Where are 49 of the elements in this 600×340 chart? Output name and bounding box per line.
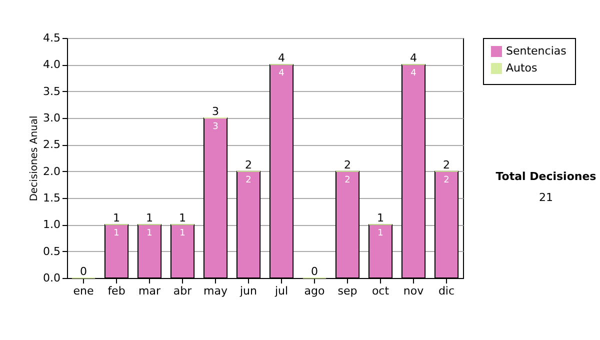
y-axis-title: Decisiones Anual bbox=[29, 116, 40, 202]
total-label: 2 bbox=[344, 158, 351, 172]
y-tick-label: 3.0 bbox=[43, 112, 60, 124]
total-label: 3 bbox=[212, 105, 219, 118]
data-label: 1 bbox=[378, 228, 384, 239]
y-tick-label: 0.0 bbox=[43, 272, 60, 284]
x-tick-label: may bbox=[204, 284, 228, 298]
data-label: 4 bbox=[278, 68, 285, 79]
legend-label: Sentencias bbox=[506, 44, 567, 58]
y-tick-label: 2.0 bbox=[43, 164, 60, 178]
x-tick-label: dic bbox=[438, 284, 455, 298]
data-label: 1 bbox=[180, 228, 186, 239]
x-tick-label: feb bbox=[108, 284, 126, 298]
x-tick-label: ago bbox=[304, 284, 325, 298]
data-label: 4 bbox=[410, 68, 417, 79]
y-tick-label: 0.5 bbox=[43, 244, 60, 258]
total-label: 1 bbox=[377, 212, 384, 225]
data-label: 3 bbox=[212, 122, 218, 132]
y-tick-label: 1.0 bbox=[43, 218, 60, 232]
y-tick-label: 1.5 bbox=[43, 192, 60, 204]
x-tick-label: jul bbox=[274, 284, 288, 298]
text: Total Decisiones bbox=[494, 170, 598, 183]
x-tick-label: oct bbox=[372, 284, 390, 298]
total-label: 1 bbox=[179, 212, 186, 225]
data-label: 1 bbox=[146, 228, 152, 239]
legend-label: Autos bbox=[506, 62, 538, 74]
total-label: 1 bbox=[113, 212, 120, 225]
text: 21 bbox=[538, 191, 554, 204]
total-label: 0 bbox=[311, 265, 318, 278]
total-label: 2 bbox=[245, 158, 252, 172]
y-tick-label: 4.0 bbox=[43, 58, 60, 72]
total-label: 0 bbox=[80, 265, 87, 278]
data-label: 2 bbox=[444, 175, 450, 186]
total-label: 4 bbox=[278, 52, 285, 65]
x-tick-label: nov bbox=[403, 284, 424, 298]
y-tick-label: 3.5 bbox=[43, 84, 60, 98]
x-tick-label: sep bbox=[338, 284, 358, 298]
y-tick-label: 4.5 bbox=[43, 32, 60, 44]
y-tick-label: 2.5 bbox=[43, 138, 60, 152]
total-label: 4 bbox=[410, 52, 417, 65]
total-label: 1 bbox=[146, 212, 153, 225]
total-label: 2 bbox=[443, 158, 450, 172]
x-tick-label: mar bbox=[138, 284, 161, 298]
x-tick-label: jun bbox=[239, 284, 258, 298]
data-label: 1 bbox=[114, 228, 120, 239]
data-label: 2 bbox=[344, 175, 350, 186]
x-tick-label: ene bbox=[73, 284, 94, 298]
data-label: 2 bbox=[246, 175, 252, 186]
x-tick-label: abr bbox=[173, 284, 192, 298]
